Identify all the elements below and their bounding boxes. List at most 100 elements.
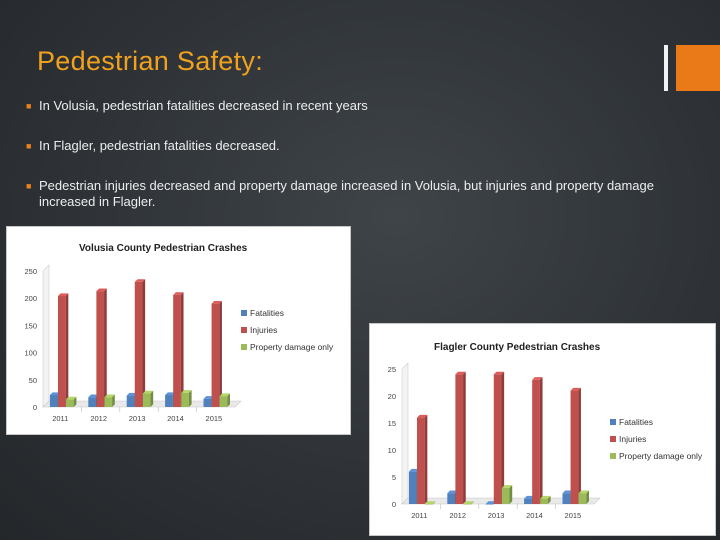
bar-side xyxy=(547,495,551,504)
bar-top xyxy=(211,300,222,304)
bar-side xyxy=(578,387,581,504)
bar-side xyxy=(142,279,146,407)
bar xyxy=(425,501,436,505)
y-tick-label: 20 xyxy=(388,392,396,401)
bar-side xyxy=(539,377,543,504)
bar xyxy=(501,485,513,504)
x-tick-label: 2014 xyxy=(526,511,543,520)
bar xyxy=(181,390,192,407)
bar-front xyxy=(501,487,510,504)
bar-side xyxy=(65,293,69,407)
bar-top xyxy=(501,485,513,488)
bar-top xyxy=(134,279,146,282)
chart-side-wall xyxy=(401,362,409,505)
bar-top xyxy=(57,293,69,297)
bar-top xyxy=(165,392,176,396)
x-tick-label: 2014 xyxy=(167,414,184,423)
legend-swatch xyxy=(610,453,616,459)
bar-top xyxy=(447,490,458,494)
bar-front xyxy=(219,396,228,407)
bullet-marker-icon: ■ xyxy=(26,141,32,151)
legend-label: Property damage only xyxy=(250,342,334,352)
bar-side xyxy=(432,501,436,505)
bar-front xyxy=(49,395,58,407)
bar-front xyxy=(203,398,212,407)
y-tick-label: 0 xyxy=(392,500,396,509)
bar xyxy=(463,501,474,505)
y-tick-label: 50 xyxy=(29,376,37,385)
bar-front xyxy=(540,498,548,504)
bar-front xyxy=(142,393,151,407)
accent-bar-thick xyxy=(676,45,720,91)
flagler-chart: Flagler County Pedestrian Crashes 0 5 10 15… xyxy=(388,342,703,520)
bullet-text: In Flagler, pedestrian fatalities decrea… xyxy=(39,138,280,153)
y-tick-label: 15 xyxy=(388,419,396,428)
x-tick-label: 2015 xyxy=(206,414,223,423)
bar xyxy=(532,377,543,504)
bar-top xyxy=(425,501,436,504)
bar-top xyxy=(493,371,505,375)
bar xyxy=(570,387,581,504)
bar-front xyxy=(447,493,455,504)
y-tick-label: 0 xyxy=(33,403,37,412)
bar-front xyxy=(165,395,173,407)
bar xyxy=(211,300,222,407)
bar xyxy=(66,396,77,407)
bar-side xyxy=(104,288,107,407)
bar-front xyxy=(570,390,579,504)
accent-bar-thin xyxy=(664,45,668,91)
bar-side xyxy=(73,396,77,407)
legend-label: Fatalities xyxy=(250,308,284,318)
bar-front xyxy=(562,493,571,504)
legend-swatch xyxy=(241,327,247,333)
y-tick-label: 5 xyxy=(392,473,396,482)
bar-front xyxy=(88,397,96,407)
bullet-item: ■ In Volusia, pedestrian fatalities decr… xyxy=(26,98,368,114)
bar-side xyxy=(471,501,474,505)
bar xyxy=(57,293,69,407)
bar-top xyxy=(562,490,573,494)
bar xyxy=(540,495,551,504)
bar xyxy=(104,394,115,407)
bar-side xyxy=(509,485,513,504)
bullet-item: ■ Pedestrian injuries decreased and prop… xyxy=(26,178,659,210)
chart-title: Volusia County Pedestrian Crashes xyxy=(79,243,248,254)
bar-side xyxy=(150,390,154,407)
bar-top xyxy=(570,387,581,391)
chart-title: Flagler County Pedestrian Crashes xyxy=(434,342,601,353)
bar-side xyxy=(188,390,192,407)
legend-swatch xyxy=(610,436,616,442)
x-tick-label: 2013 xyxy=(488,511,505,520)
bar-top xyxy=(203,396,214,399)
bar-top xyxy=(532,377,543,380)
bar-top xyxy=(88,394,99,398)
y-tick-label: 100 xyxy=(24,349,37,358)
bar-top xyxy=(463,501,474,504)
bar-top xyxy=(104,394,115,398)
y-tick-label: 25 xyxy=(388,365,396,374)
bar-front xyxy=(96,291,105,407)
bar xyxy=(416,414,428,504)
bar-front xyxy=(126,395,135,407)
legend-label: Injuries xyxy=(619,434,646,444)
bar-front xyxy=(455,374,464,504)
bar-top xyxy=(49,392,61,396)
bar-side xyxy=(180,292,184,407)
bar-side xyxy=(463,371,466,504)
bar-top xyxy=(66,396,77,400)
bar-front xyxy=(181,392,189,407)
bar-top xyxy=(181,390,192,393)
x-tick-label: 2013 xyxy=(129,414,146,423)
bar-side xyxy=(227,393,231,407)
bar-front xyxy=(524,498,532,504)
volusia-chart-panel: Volusia County Pedestrian Crashes 0 50 100… xyxy=(6,226,351,435)
legend-label: Injuries xyxy=(250,325,277,335)
legend-swatch xyxy=(241,344,247,350)
bar-side xyxy=(586,490,590,504)
bar xyxy=(134,279,146,407)
bar-front xyxy=(425,504,433,505)
x-tick-label: 2012 xyxy=(90,414,107,423)
bar xyxy=(219,393,231,407)
bar-top xyxy=(219,393,231,397)
x-tick-label: 2012 xyxy=(449,511,466,520)
